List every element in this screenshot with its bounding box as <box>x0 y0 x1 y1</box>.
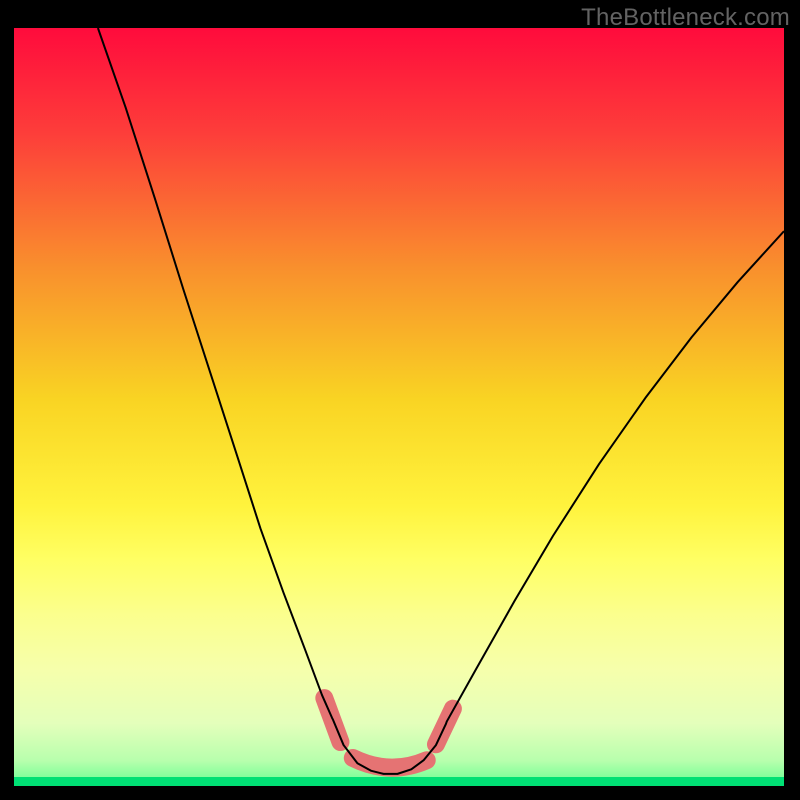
chart-area <box>14 28 784 786</box>
bottleneck-curve <box>98 28 784 774</box>
curve-layer <box>14 28 784 786</box>
canvas: TheBottleneck.com <box>0 0 800 800</box>
